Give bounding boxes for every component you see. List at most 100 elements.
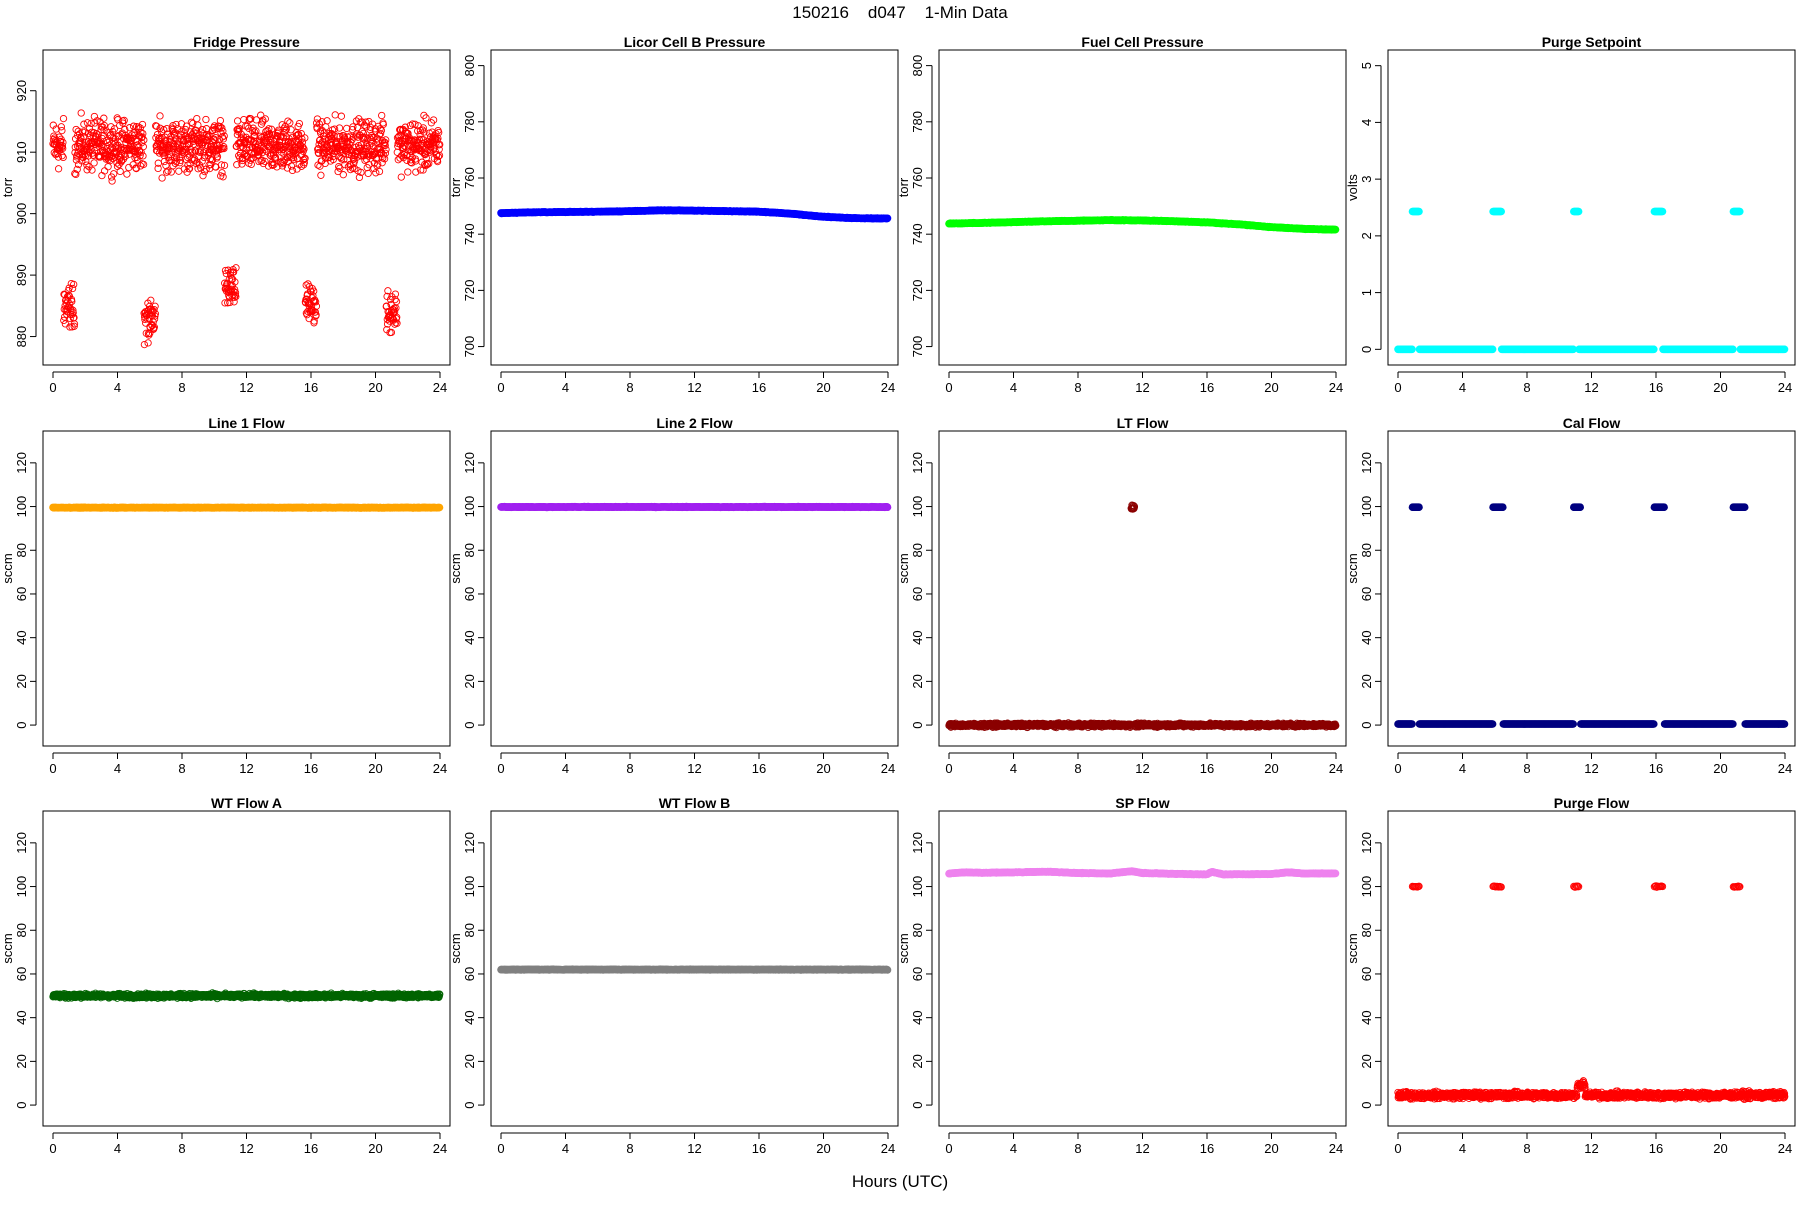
y-tick-label: 0: [14, 721, 29, 728]
x-tick-label: 16: [1200, 380, 1214, 395]
y-tick-label: 910: [14, 141, 29, 163]
y-tick-label: 880: [14, 326, 29, 348]
x-tick-label: 24: [1778, 380, 1792, 395]
data-point: [217, 117, 223, 123]
data-point: [234, 118, 240, 124]
data-point: [338, 113, 344, 119]
x-tick-label: 4: [1010, 380, 1017, 395]
series-points: [497, 206, 891, 222]
y-tick-label: 800: [910, 55, 925, 77]
x-tick-label: 12: [239, 761, 253, 776]
data-point: [159, 175, 165, 181]
data-point: [340, 172, 346, 178]
data-point: [105, 164, 111, 170]
chart-title: Fuel Cell Pressure: [1081, 34, 1203, 50]
x-tick-label: 12: [687, 380, 701, 395]
data-point: [200, 173, 206, 179]
x-tick-label: 20: [1264, 380, 1278, 395]
figure-title: 150216 d047 1-Min Data: [0, 3, 1800, 23]
data-point: [161, 158, 167, 164]
plot-frame: [939, 50, 1346, 365]
y-tick-label: 20: [14, 674, 29, 688]
x-tick-label: 20: [1713, 380, 1727, 395]
y-tick-label: 4: [1359, 119, 1374, 126]
y-tick-label: 740: [910, 223, 925, 245]
y-tick-label: 700: [910, 336, 925, 358]
x-tick-label: 0: [49, 761, 56, 776]
data-point: [884, 215, 892, 223]
data-point: [365, 170, 371, 176]
y-axis-label: volts: [1345, 174, 1360, 201]
y-tick-label: 80: [14, 543, 29, 557]
y-tick-label: 5: [1359, 62, 1374, 69]
x-tick-label: 12: [1584, 380, 1598, 395]
data-point: [1729, 346, 1737, 354]
x-tick-label: 16: [304, 761, 318, 776]
data-point: [1736, 208, 1744, 216]
x-tick-label: 16: [304, 380, 318, 395]
data-point: [194, 115, 200, 121]
y-tick-label: 780: [910, 111, 925, 133]
plot-frame: [1388, 50, 1795, 365]
x-tick-label: 4: [1459, 380, 1466, 395]
data-point: [1332, 226, 1340, 234]
data-point: [220, 174, 226, 180]
data-point: [124, 171, 130, 177]
y-tick-label: 100: [14, 496, 29, 518]
chart-title: Line 1 Flow: [208, 415, 284, 431]
data-point: [1497, 208, 1505, 216]
y-tick-label: 720: [462, 280, 477, 302]
data-point: [141, 341, 147, 347]
y-tick-label: 740: [462, 223, 477, 245]
y-tick-label: 720: [910, 280, 925, 302]
data-point: [78, 110, 84, 116]
x-tick-label: 0: [945, 380, 952, 395]
y-tick-label: 760: [910, 167, 925, 189]
chart-title: Fridge Pressure: [193, 34, 300, 50]
x-tick-label: 0: [497, 380, 504, 395]
data-point: [1489, 346, 1497, 354]
data-point: [60, 115, 66, 121]
chart-title: Purge Setpoint: [1542, 34, 1642, 50]
y-tick-label: 2: [1359, 232, 1374, 239]
x-tick-label: 4: [562, 380, 569, 395]
data-point: [55, 166, 61, 172]
y-axis-label: torr: [896, 177, 911, 197]
series-points: [945, 216, 1339, 234]
data-point: [393, 298, 399, 304]
data-point: [1408, 346, 1416, 354]
data-point: [1781, 346, 1789, 354]
data-point: [203, 116, 209, 122]
data-point: [379, 112, 385, 118]
y-tick-label: 890: [14, 264, 29, 286]
y-tick-label: 60: [14, 587, 29, 601]
data-point: [101, 168, 107, 174]
data-point: [1650, 346, 1658, 354]
y-axis-label: torr: [0, 177, 15, 197]
y-tick-label: 800: [462, 55, 477, 77]
y-axis: 700 720 740 760 780 800: [910, 55, 932, 358]
series-points: [497, 503, 891, 511]
x-tick-label: 12: [1135, 380, 1149, 395]
data-point: [318, 172, 324, 178]
x-tick-label: 16: [1649, 380, 1663, 395]
x-tick-label: 20: [368, 761, 382, 776]
data-point: [1575, 208, 1583, 216]
y-tick-label: 3: [1359, 176, 1374, 183]
